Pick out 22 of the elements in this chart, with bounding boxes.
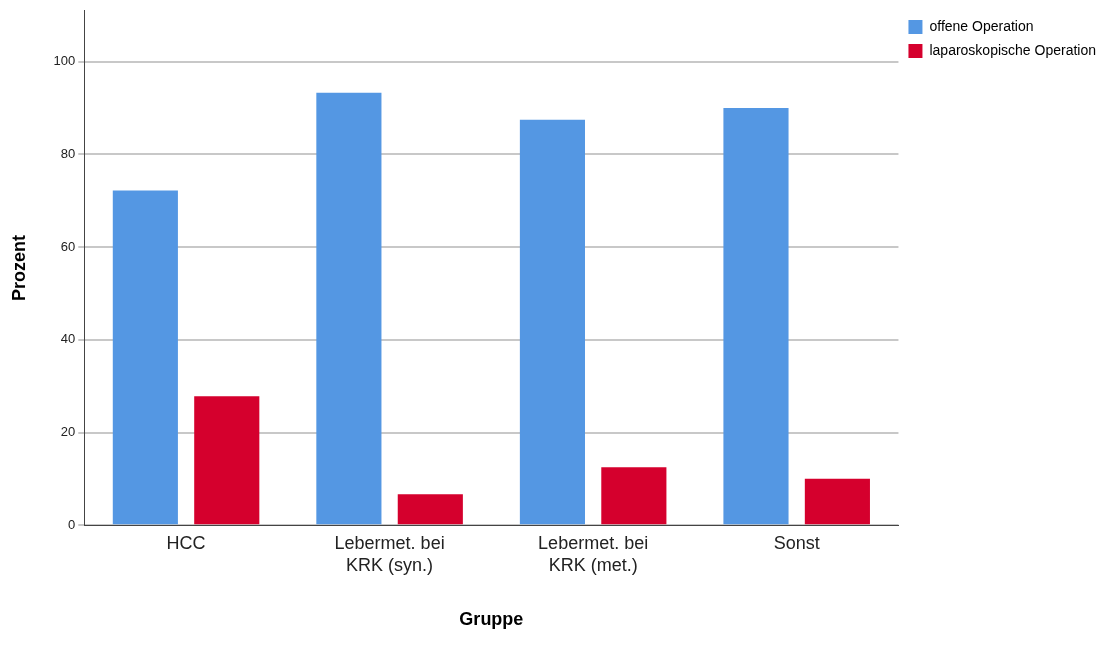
- y-tick-label: 100: [53, 53, 76, 69]
- bar: [397, 494, 463, 525]
- x-axis-title: Gruppe: [459, 609, 524, 630]
- legend-label: offene Operation: [929, 17, 1034, 34]
- y-tick-label: 20: [60, 424, 76, 440]
- x-tick-label: Lebermet. bei KRK (syn.): [334, 532, 445, 575]
- bar: [112, 190, 178, 525]
- bar: [519, 119, 585, 525]
- y-tick-label: 0: [68, 516, 76, 532]
- bar: [194, 396, 260, 525]
- y-tick-label: 60: [60, 238, 76, 254]
- legend-label: laparoskopische Operation: [929, 41, 1096, 58]
- x-tick-label: Sonst: [773, 532, 820, 553]
- x-tick-label: HCC: [166, 532, 206, 553]
- y-axis-title: Prozent: [8, 234, 29, 302]
- y-tick-label: 40: [60, 331, 76, 347]
- bar: [723, 108, 789, 525]
- x-tick-label: Lebermet. bei KRK (met.): [538, 532, 649, 575]
- y-tick-label: 80: [60, 146, 76, 162]
- bar: [601, 467, 667, 525]
- bar: [804, 478, 870, 525]
- bar: [316, 92, 382, 525]
